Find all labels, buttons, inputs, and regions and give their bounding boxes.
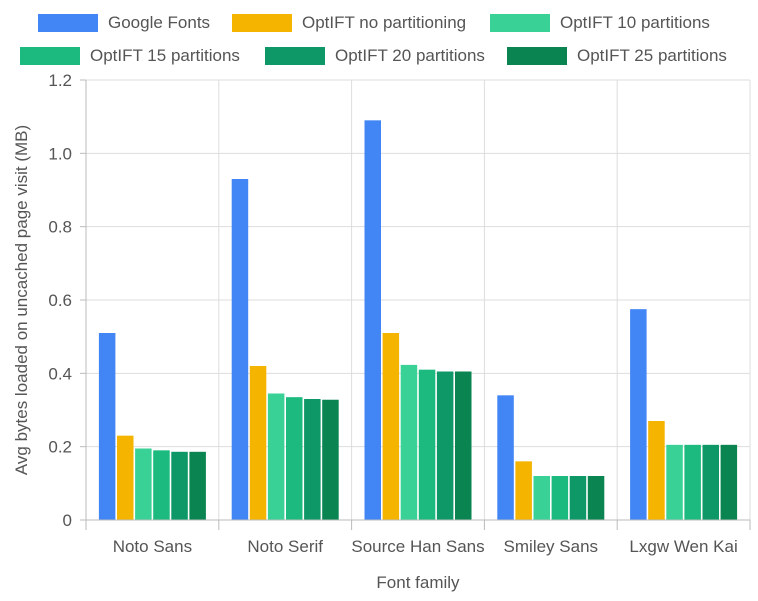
legend-item-optift-15-partitions[interactable]: OptIFT 15 partitions — [20, 44, 240, 68]
x-tick-label: Source Han Sans — [351, 537, 484, 556]
legend-item-google-fonts[interactable]: Google Fonts — [38, 11, 210, 35]
bar[interactable] — [720, 444, 738, 520]
bar[interactable] — [231, 179, 249, 520]
y-tick-label: 0.6 — [48, 291, 72, 310]
legend-label: OptIFT 25 partitions — [577, 46, 727, 65]
legend-item-optift-20-partitions[interactable]: OptIFT 20 partitions — [265, 44, 485, 68]
y-tick-label: 0.2 — [48, 438, 72, 457]
legend-swatch — [20, 47, 80, 65]
bar[interactable] — [135, 448, 152, 521]
x-tick-label: Noto Serif — [247, 537, 323, 556]
legend-swatch — [490, 14, 550, 32]
bar[interactable] — [551, 476, 569, 520]
legend-label: OptIFT no partitioning — [302, 13, 467, 32]
legend-label: OptIFT 20 partitions — [335, 46, 485, 65]
legend-swatch — [265, 47, 325, 65]
x-tick-label: Noto Sans — [113, 537, 192, 556]
legend-label: OptIFT 10 partitions — [560, 13, 710, 32]
y-tick-label: 0.8 — [48, 218, 72, 237]
bar[interactable] — [684, 444, 701, 520]
legend-item-optift-25-partitions[interactable]: OptIFT 25 partitions — [507, 44, 727, 68]
y-tick-label: 1.2 — [48, 71, 72, 90]
bar[interactable] — [98, 333, 116, 520]
bar[interactable] — [533, 476, 551, 520]
bar[interactable] — [630, 309, 647, 520]
bar[interactable] — [267, 393, 285, 521]
legend-label: OptIFT 15 partitions — [90, 46, 240, 65]
bar[interactable] — [189, 451, 206, 520]
bar[interactable] — [497, 395, 514, 520]
bar[interactable] — [364, 120, 382, 520]
legend-swatch — [507, 47, 567, 65]
x-axis-label: Font family — [376, 573, 460, 592]
bar[interactable] — [455, 371, 472, 521]
bar[interactable] — [587, 476, 605, 520]
legend: Google Fonts OptIFT no partitioning OptI… — [0, 0, 758, 75]
x-tick-label: Lxgw Wen Kai — [629, 537, 737, 556]
legend-swatch — [232, 14, 292, 32]
bar[interactable] — [153, 450, 170, 520]
bar[interactable] — [400, 364, 418, 520]
y-tick-label: 0.4 — [48, 364, 72, 383]
legend-label: Google Fonts — [108, 13, 211, 32]
bar[interactable] — [382, 333, 400, 520]
bar[interactable] — [515, 461, 532, 520]
y-tick-label: 1.0 — [48, 144, 72, 163]
bar[interactable] — [418, 369, 436, 520]
y-tick-label: 0 — [63, 511, 72, 530]
legend-item-optift-no-partitioning[interactable]: OptIFT no partitioning — [232, 11, 466, 35]
bar[interactable] — [702, 444, 720, 520]
y-axis-label: Avg bytes loaded on uncached page visit … — [12, 125, 31, 475]
bar[interactable] — [569, 476, 587, 520]
bar[interactable] — [648, 421, 665, 520]
legend-swatch — [38, 14, 98, 32]
bar[interactable] — [436, 371, 454, 521]
bars — [98, 120, 738, 521]
bar[interactable] — [171, 451, 188, 520]
axes — [80, 79, 751, 530]
bar[interactable] — [666, 444, 683, 520]
bar[interactable] — [304, 399, 321, 520]
tick-labels: 0 0.2 0.4 0.6 0.8 1.0 1.2 Noto Sans Noto Serif So… — [48, 71, 737, 556]
bar[interactable] — [249, 366, 267, 520]
bar[interactable] — [322, 399, 339, 520]
bar[interactable] — [117, 435, 134, 520]
legend-item-optift-10-partitions[interactable]: OptIFT 10 partitions — [490, 11, 710, 35]
x-tick-label: Smiley Sans — [504, 537, 598, 556]
bar[interactable] — [286, 397, 303, 520]
